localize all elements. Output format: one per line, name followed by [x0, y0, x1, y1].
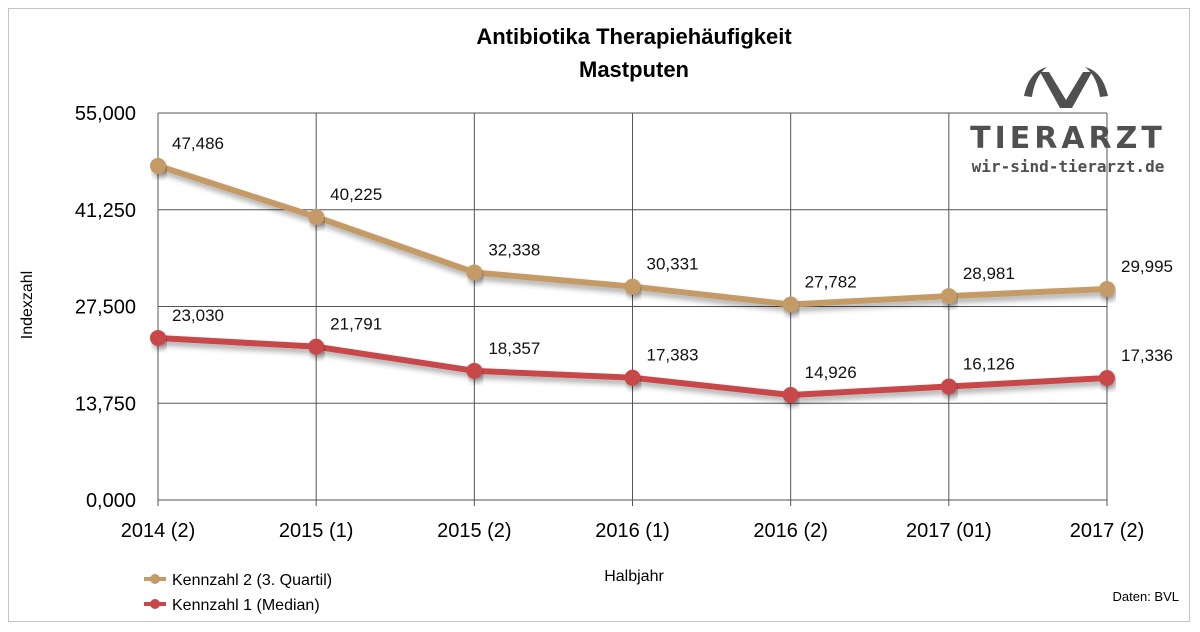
- data-label: 17,336: [1121, 346, 1173, 365]
- data-point: [308, 338, 325, 355]
- data-label: 28,981: [963, 264, 1015, 283]
- x-tick-label: 2014 (2): [121, 520, 196, 542]
- y-tick-label: 13,750: [75, 393, 136, 415]
- x-tick-label: 2015 (1): [279, 520, 354, 542]
- data-label: 21,791: [330, 315, 382, 334]
- logo-v-mark: [1024, 67, 1108, 108]
- legend-label-q3: Kennzahl 2 (3. Quartil): [172, 572, 332, 589]
- data-point: [940, 288, 957, 305]
- y-axis-ticks: 0,000 13,750 27,500 41,250 55,000: [75, 103, 136, 512]
- data-labels: 47,486 40,225 32,338 30,331 27,782 28,981 29,9…: [172, 134, 1173, 382]
- data-point: [466, 264, 483, 281]
- y-tick-label: 55,000: [75, 103, 136, 125]
- data-label: 29,995: [1121, 257, 1173, 276]
- logo-url: wir-sind-tierarzt.de: [972, 157, 1165, 176]
- chart-title: Antibiotika Therapiehäufigkeit: [476, 24, 792, 49]
- x-axis-ticks: 2014 (2) 2015 (1) 2015 (2) 2016 (1) 2016 (2)…: [121, 520, 1145, 542]
- chart-subtitle: Mastputen: [579, 57, 689, 82]
- legend-label-median: Kennzahl 1 (Median): [172, 597, 320, 614]
- data-point: [466, 362, 483, 379]
- data-point: [1099, 280, 1115, 297]
- y-tick-label: 27,500: [75, 297, 136, 319]
- source-note: Daten: BVL: [1113, 589, 1180, 604]
- data-point: [782, 386, 799, 403]
- legend-marker-q3: [150, 574, 160, 584]
- data-label: 17,383: [647, 346, 699, 365]
- data-label: 18,357: [488, 339, 540, 358]
- series-layer: [150, 157, 1115, 403]
- legend-item-median: Kennzahl 1 (Median): [144, 597, 320, 614]
- data-label: 27,782: [805, 273, 857, 292]
- data-point: [624, 369, 641, 386]
- data-label: 40,225: [330, 185, 382, 204]
- data-point: [308, 208, 325, 225]
- data-label: 32,338: [488, 240, 540, 259]
- tierarzt-logo: TIERARZT wir-sind-tierarzt.de: [970, 67, 1166, 176]
- data-point: [940, 378, 957, 395]
- data-label: 16,126: [963, 355, 1015, 374]
- y-tick-label: 41,250: [75, 200, 136, 222]
- x-tick-label: 2015 (2): [437, 520, 512, 542]
- x-tick-label: 2016 (2): [753, 520, 828, 542]
- data-point: [1099, 370, 1115, 387]
- data-label: 47,486: [172, 134, 224, 153]
- legend-marker-median: [150, 599, 160, 609]
- grid: [157, 112, 1108, 506]
- data-point: [150, 157, 166, 174]
- data-label: 30,331: [647, 255, 699, 274]
- y-axis-label: Indexzahl: [19, 271, 36, 340]
- data-point: [150, 329, 166, 346]
- chart-frame: [8, 8, 1190, 622]
- data-point: [624, 278, 641, 295]
- data-point: [782, 296, 799, 313]
- legend: Kennzahl 2 (3. Quartil) Kennzahl 1 (Medi…: [144, 572, 332, 614]
- x-tick-label: 2016 (1): [595, 520, 670, 542]
- data-label: 23,030: [172, 306, 224, 325]
- x-axis-label: Halbjahr: [604, 568, 664, 585]
- legend-item-q3: Kennzahl 2 (3. Quartil): [144, 572, 332, 589]
- x-tick-label: 2017 (2): [1070, 520, 1145, 542]
- data-label: 14,926: [805, 363, 857, 382]
- x-tick-label: 2017 (01): [906, 520, 992, 542]
- y-tick-label: 0,000: [86, 490, 136, 512]
- logo-word: TIERARZT: [970, 121, 1166, 156]
